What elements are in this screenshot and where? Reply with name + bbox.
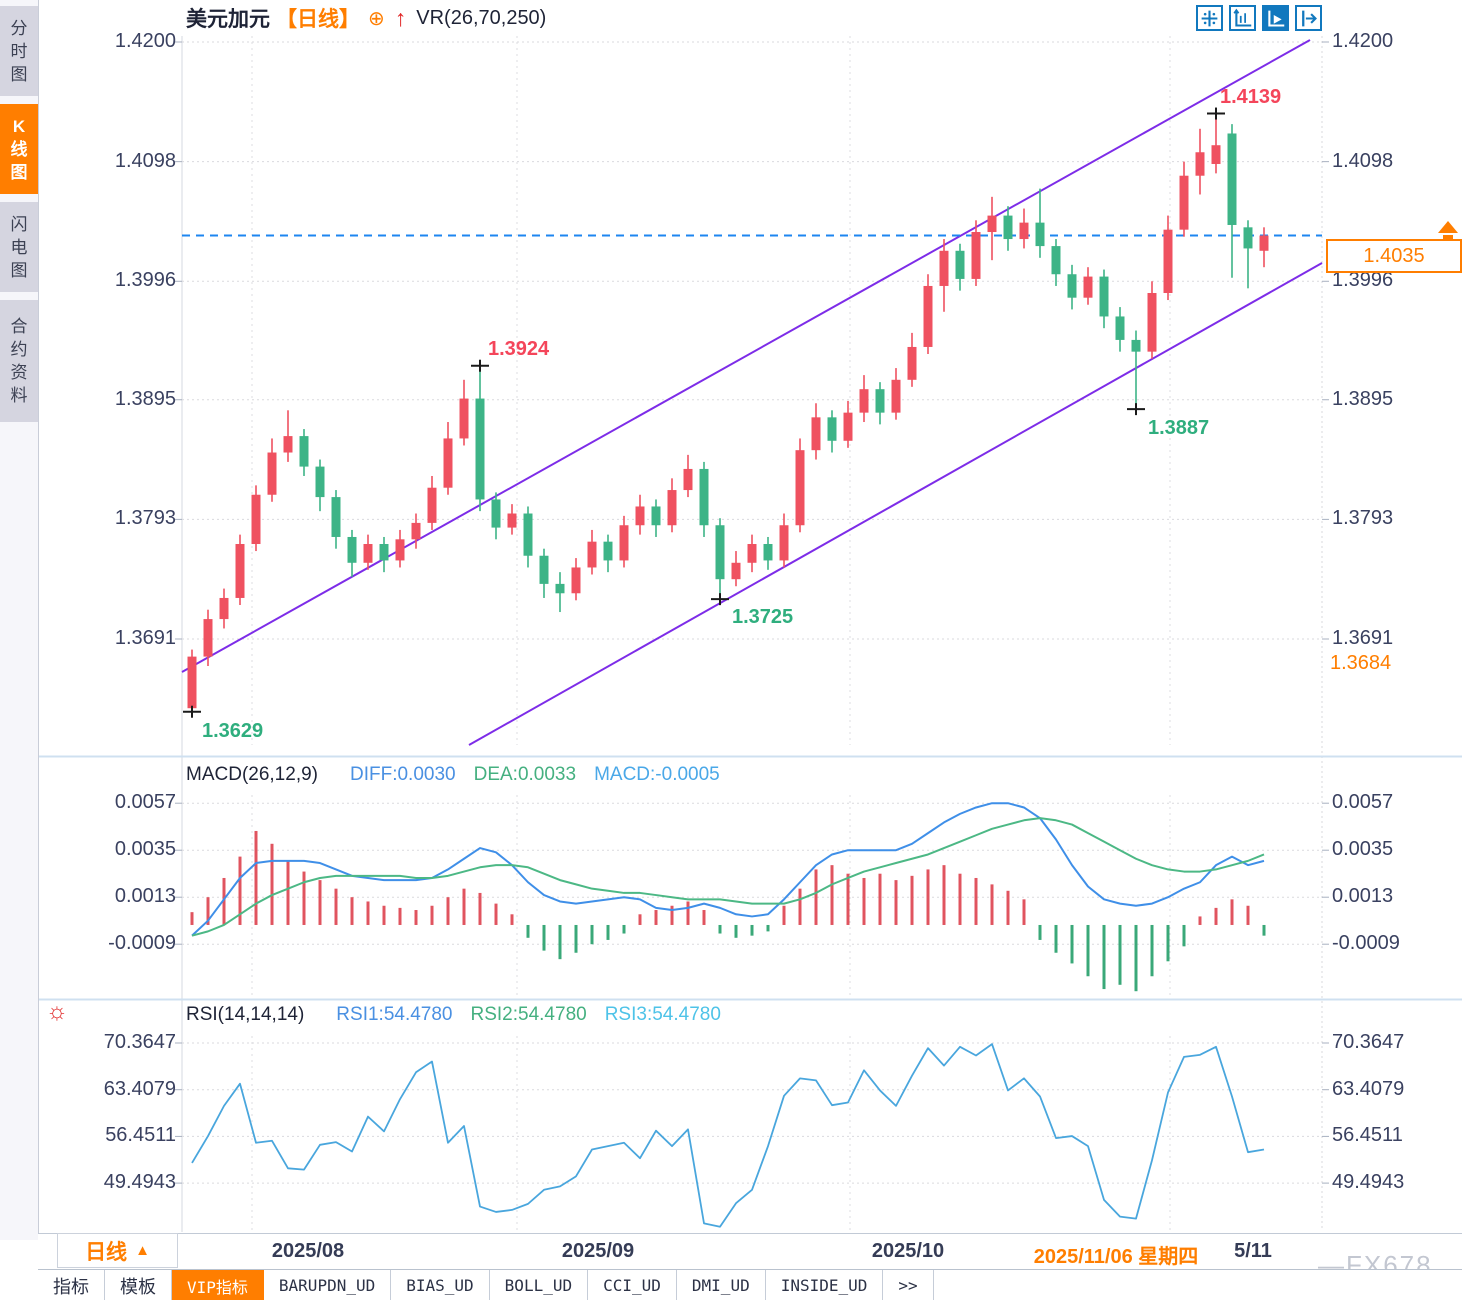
price-annotation: 1.3887 bbox=[1148, 417, 1210, 440]
crosshair-tool-icon[interactable] bbox=[1196, 5, 1223, 31]
date-axis-label: 2025/08 bbox=[271, 1240, 345, 1262]
price-axis-label: 49.4943 bbox=[1332, 1171, 1405, 1194]
up-signal-icon: ↑ bbox=[394, 4, 407, 31]
sidebar-tab-char: 合 bbox=[10, 317, 28, 336]
price-axis-label: 56.4511 bbox=[1332, 1124, 1403, 1147]
sidebar-tab-char: 料 bbox=[10, 386, 28, 405]
price-axis-label: 1.4200 bbox=[114, 30, 176, 52]
sidebar-tab-char: 约 bbox=[10, 340, 28, 359]
macd-diff-value: DIFF:0.0030 bbox=[350, 764, 456, 785]
indicator-label: VR(26,70,250) bbox=[416, 6, 547, 29]
date-axis-label: 2025/09 bbox=[561, 1240, 635, 1262]
price-axis-label: 1.3793 bbox=[1332, 507, 1394, 530]
auto-follow-tool-icon[interactable] bbox=[1262, 5, 1289, 31]
sidebar-tab-char: 图 bbox=[10, 260, 28, 280]
price-annotation: 1.4139 bbox=[1220, 85, 1282, 108]
price-axis-label: 0.0035 bbox=[114, 838, 176, 861]
indicator-tab-VIP指标[interactable]: VIP指标 bbox=[172, 1270, 264, 1300]
sidebar-tab-合约资料[interactable]: 合约资料 bbox=[0, 300, 38, 422]
period-tag: 【日线】 bbox=[276, 8, 360, 31]
macd-header: MACD(26,12,9) DIFF:0.0030 DEA:0.0033 MAC… bbox=[186, 764, 738, 786]
indicator-tab-CCI_UD[interactable]: CCI_UD bbox=[588, 1270, 677, 1300]
date-axis-row bbox=[38, 1233, 1462, 1270]
chart-titlebar: 美元加元 【日线】 ⊕ ↑ VR(26,70,250) bbox=[186, 4, 546, 32]
rsi-title: RSI(14,14,14) bbox=[186, 1004, 305, 1025]
indicator-tab-模板[interactable]: 模板 bbox=[105, 1270, 172, 1300]
sidebar-tab-char: 闪 bbox=[10, 214, 28, 234]
sidebar-tab-char: 资 bbox=[10, 363, 28, 382]
sidebar-tab-char: K bbox=[12, 116, 26, 136]
rsi1-value: RSI1:54.4780 bbox=[336, 1004, 453, 1025]
price-axis-label: 70.3647 bbox=[1332, 1031, 1405, 1053]
triangle-up-icon: ▲ bbox=[135, 1242, 150, 1259]
sidebar-tab-闪电图[interactable]: 闪电图 bbox=[0, 202, 38, 292]
indicator-tab-指标[interactable]: 指标 bbox=[38, 1270, 105, 1300]
price-annotation: 1.3725 bbox=[732, 606, 794, 629]
chart-canvas[interactable] bbox=[182, 36, 1322, 1232]
indicator-tab-bar: 指标 模板 VIP指标 BARUPDN_UD BIAS_UD BOLL_UD CCI_UD D… bbox=[38, 1269, 1462, 1300]
price-axis-label: 1.4098 bbox=[114, 149, 176, 172]
sidebar-tab-char: 图 bbox=[10, 64, 28, 84]
price-axis-label: 1.3996 bbox=[114, 269, 176, 292]
symbol-title: 美元加元 bbox=[186, 8, 270, 31]
rsi-header: RSI(14,14,14) RSI1:54.4780 RSI2:54.4780 … bbox=[186, 1004, 739, 1026]
price-axis-label: 1.3793 bbox=[114, 507, 176, 530]
sidebar-tab-char: 线 bbox=[10, 139, 28, 159]
price-axis-label: -0.0009 bbox=[108, 932, 176, 955]
indicator-tab-INSIDE_UD[interactable]: INSIDE_UD bbox=[766, 1270, 884, 1300]
sidebar-tab-分时图[interactable]: 分时图 bbox=[0, 6, 38, 96]
price-axis-label: 0.0013 bbox=[114, 885, 176, 908]
period-dropdown-label: 日线 bbox=[85, 1240, 128, 1264]
chart-toolbar bbox=[1196, 5, 1322, 31]
indicator-tab-BOLL_UD[interactable]: BOLL_UD bbox=[490, 1270, 589, 1300]
last-price-tag: 1.4035 bbox=[1326, 239, 1462, 273]
scroll-latest-tool-icon[interactable] bbox=[1295, 5, 1322, 31]
price-axis-label: 0.0057 bbox=[1332, 791, 1394, 814]
crosshair-date-label: 2025/11/06 星期四 bbox=[1027, 1240, 1205, 1269]
period-dropdown[interactable]: 日线 ▲ bbox=[57, 1233, 178, 1268]
indicator-tab->>[interactable]: >> bbox=[883, 1270, 934, 1300]
price-axis-label: 1.3895 bbox=[1332, 387, 1394, 410]
price-axis-label: 0.0057 bbox=[114, 791, 176, 814]
sidebar-tab-char: 图 bbox=[10, 162, 28, 182]
sidebar-tab-char: 分 bbox=[10, 18, 28, 38]
price-axis-label: 70.3647 bbox=[103, 1031, 176, 1053]
scroll-to-latest-icon[interactable] bbox=[1436, 219, 1460, 245]
macd-title: MACD(26,12,9) bbox=[186, 764, 318, 785]
indicator-tab-DMI_UD[interactable]: DMI_UD bbox=[677, 1270, 766, 1300]
price-axis-label: 49.4943 bbox=[103, 1171, 176, 1194]
price-axis-label: 1.4098 bbox=[1332, 149, 1394, 172]
price-annotation: 1.3629 bbox=[202, 719, 264, 742]
price-axis-label: 1.3691 bbox=[1332, 627, 1394, 649]
price-axis-label: 56.4511 bbox=[105, 1124, 176, 1147]
price-axis-label: 0.0035 bbox=[1332, 838, 1394, 861]
price-axis-label: 63.4079 bbox=[103, 1077, 176, 1100]
price-axis-label: 1.3895 bbox=[114, 387, 176, 410]
sidebar-tab-char: 电 bbox=[10, 237, 28, 257]
rsi3-value: RSI3:54.4780 bbox=[604, 1004, 721, 1025]
price-axis-label: 1.3996 bbox=[1332, 269, 1394, 292]
sidebar-tab-char: 时 bbox=[10, 41, 28, 61]
indicator-tab-BIAS_UD[interactable]: BIAS_UD bbox=[391, 1270, 490, 1300]
price-axis-label: 1.3691 bbox=[114, 627, 176, 649]
alert-sun-icon[interactable]: ☼ bbox=[46, 998, 68, 1025]
add-indicator-icon[interactable]: ⊕ bbox=[368, 7, 385, 30]
macd-dea-value: DEA:0.0033 bbox=[473, 764, 577, 785]
date-axis-label: 2025/10 bbox=[871, 1240, 945, 1262]
axis-zoom-tool-icon[interactable] bbox=[1229, 5, 1256, 31]
price-axis-label: 63.4079 bbox=[1332, 1077, 1405, 1100]
price-axis-label: 1.4200 bbox=[1332, 30, 1394, 52]
macd-macd-value: MACD:-0.0005 bbox=[594, 764, 720, 785]
indicator-tab-BARUPDN_UD[interactable]: BARUPDN_UD bbox=[264, 1270, 392, 1300]
price-annotation: 1.3924 bbox=[488, 337, 550, 360]
price-axis-label: -0.0009 bbox=[1332, 932, 1400, 955]
price-axis-label: 0.0013 bbox=[1332, 885, 1394, 908]
reference-price-label: 1.3684 bbox=[1330, 652, 1392, 674]
date-axis-label: 5/11 bbox=[1234, 1240, 1272, 1262]
rsi2-value: RSI2:54.4780 bbox=[470, 1004, 587, 1025]
